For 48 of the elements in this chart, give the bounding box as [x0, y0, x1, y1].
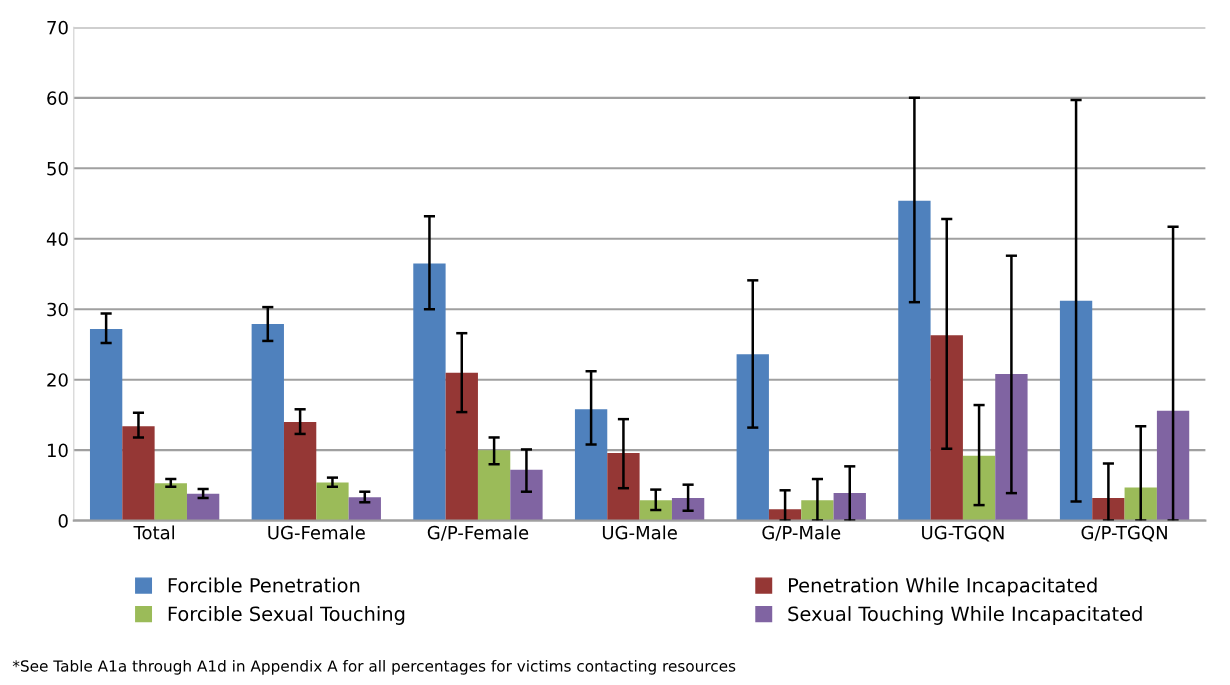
bar — [89, 328, 123, 521]
legend-label: Penetration While Incapacitated — [788, 577, 1097, 597]
bar — [510, 469, 543, 521]
bar — [801, 500, 834, 521]
bar — [154, 483, 187, 521]
bar — [186, 493, 220, 521]
bar — [413, 263, 446, 521]
bar — [574, 409, 608, 521]
bar — [736, 354, 769, 521]
y-tick-label: 10 — [47, 443, 68, 458]
y-tick-label: 70 — [47, 20, 68, 35]
bar — [348, 497, 381, 521]
x-tick-label: UG-Male — [602, 525, 677, 540]
bar — [995, 374, 1028, 521]
bar — [1092, 498, 1125, 521]
x-tick-label: Total — [133, 525, 175, 540]
bar — [316, 482, 349, 521]
bar — [930, 335, 963, 521]
x-tick-label: UG-TGQN — [922, 525, 1004, 542]
bar — [962, 455, 996, 521]
x-tick-label: G/P-Female — [427, 525, 529, 541]
bar — [639, 500, 672, 521]
legend-label: Forcible Sexual Touching — [168, 606, 405, 625]
bar — [1059, 300, 1093, 521]
y-tick-label: 0 — [58, 514, 68, 528]
bar — [607, 452, 640, 521]
y-tick-label: 20 — [47, 373, 68, 387]
bar — [251, 324, 284, 521]
y-tick-label: 40 — [46, 232, 68, 246]
legend-label: Sexual Touching While Incapacitated — [788, 606, 1142, 625]
y-tick-label: 30 — [47, 302, 68, 317]
x-tick-label: G/P-Male — [762, 525, 841, 541]
bar — [477, 450, 511, 521]
legend-label: Forcible Penetration — [168, 577, 360, 593]
bar — [445, 372, 478, 521]
bar — [833, 493, 866, 521]
bar — [1124, 487, 1157, 521]
bar — [671, 498, 705, 521]
bar — [1156, 410, 1190, 521]
x-tick-label: G/P-TGQN — [1081, 525, 1167, 542]
y-tick-label: 50 — [47, 161, 68, 176]
bar — [283, 421, 317, 521]
bar — [122, 426, 155, 521]
x-tick-label: UG-Female — [268, 525, 365, 540]
text: *See Table A1a through A1d in Appendix A for all percentages for victims contacting resources — [12, 659, 736, 675]
bar — [898, 200, 931, 521]
y-tick-label: 60 — [47, 91, 68, 105]
bar — [768, 509, 802, 521]
